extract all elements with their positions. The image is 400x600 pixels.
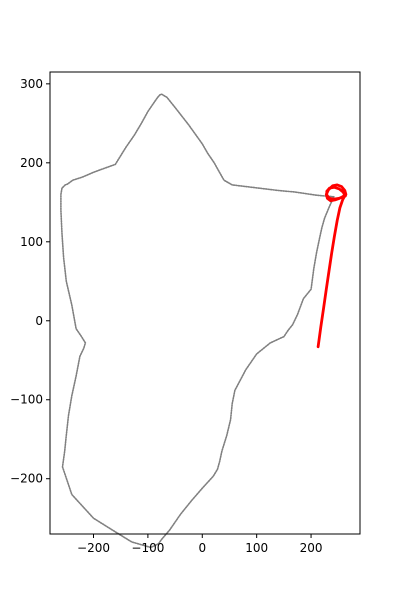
y-tick-label: −100 [10, 393, 43, 407]
series-line-2 [316, 183, 348, 349]
x-tick-label: 100 [245, 541, 268, 555]
x-axis: −200 −100 0 100 200 [77, 534, 323, 555]
y-tick-label: −200 [10, 472, 43, 486]
y-axis: −200 −100 0 100 200 300 [10, 77, 50, 486]
x-tick-label: 0 [198, 541, 206, 555]
series-line-1 [60, 93, 335, 549]
y-tick-label: 0 [35, 314, 43, 328]
y-tick-label: 300 [20, 77, 43, 91]
series-layer [60, 93, 348, 549]
y-tick-label: 200 [20, 156, 43, 170]
x-tick-label: −200 [77, 541, 110, 555]
y-tick-label: 100 [20, 235, 43, 249]
x-tick-label: 200 [300, 541, 323, 555]
x-tick-label: −100 [131, 541, 164, 555]
axes-frame [49, 71, 361, 535]
